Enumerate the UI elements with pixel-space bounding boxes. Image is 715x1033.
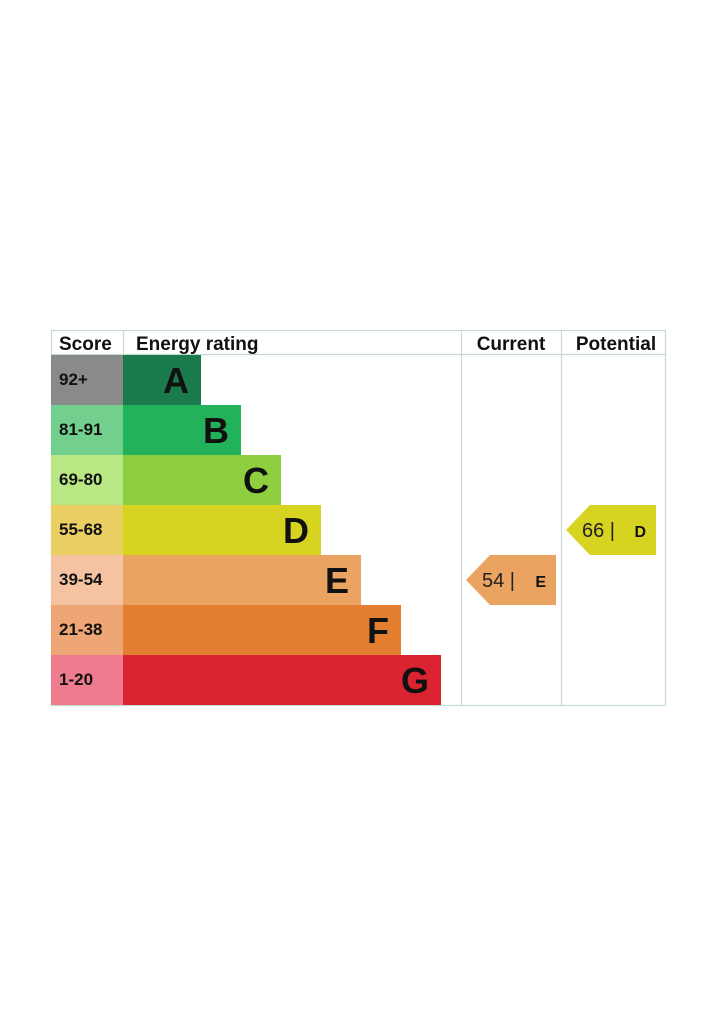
band-letter-b: B (203, 410, 229, 451)
score-cell-f (51, 605, 123, 655)
header-score: Score (59, 334, 112, 355)
header-energy-rating: Energy rating (136, 334, 258, 355)
rating-bands: 92+ A 81-91 B 69-80 C 55-68 D 39-54 E 21-38 F 1-20 G (51, 355, 441, 705)
band-letter-g: G (401, 660, 429, 701)
header-current: Current (477, 334, 546, 355)
band-bar-f (123, 605, 401, 655)
score-cell-e (51, 555, 123, 605)
score-cell-d (51, 505, 123, 555)
band-bar-g (123, 655, 441, 705)
band-letter-e: E (325, 560, 349, 601)
score-range-a: 92+ (59, 370, 88, 389)
score-cell-b (51, 405, 123, 455)
band-letter-f: F (367, 610, 389, 651)
band-bar-a (123, 355, 201, 405)
score-range-c: 69-80 (59, 470, 102, 489)
header-potential: Potential (576, 334, 656, 355)
potential-arrow (566, 505, 656, 555)
band-letter-d: D (283, 510, 309, 551)
score-cell-c (51, 455, 123, 505)
potential-letter: D (634, 524, 646, 541)
score-range-d: 55-68 (59, 520, 102, 539)
score-cell-a (51, 355, 123, 405)
score-range-g: 1-20 (59, 670, 93, 689)
score-range-f: 21-38 (59, 620, 102, 639)
score-cell-g (51, 655, 123, 705)
current-score: 54 | (482, 570, 515, 592)
current-letter: E (535, 574, 546, 591)
score-range-b: 81-91 (59, 420, 102, 439)
score-range-e: 39-54 (59, 570, 103, 589)
current-arrow (466, 555, 556, 605)
band-letter-a: A (163, 360, 189, 401)
band-bar-e (123, 555, 361, 605)
potential-score: 66 | (582, 520, 615, 542)
band-bar-c (123, 455, 281, 505)
band-letter-c: C (243, 460, 269, 501)
rating-arrows: 54 | E 66 | D (466, 505, 656, 605)
band-bar-b (123, 405, 241, 455)
band-bar-d (123, 505, 321, 555)
